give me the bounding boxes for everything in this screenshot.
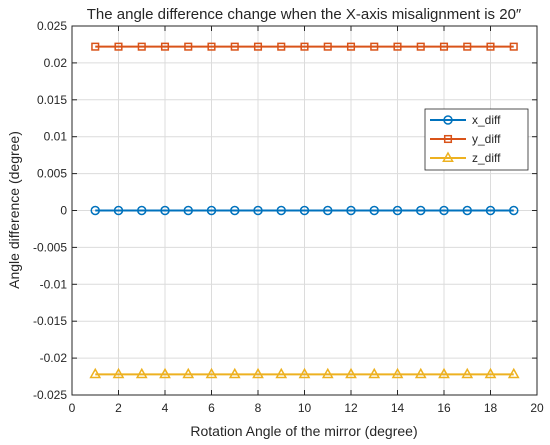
y-tick-label: -0.01 (40, 277, 68, 291)
x-axis-label: Rotation Angle of the mirror (degree) (190, 423, 417, 439)
x_diff-point (485, 205, 496, 216)
y_diff-point (277, 42, 286, 51)
x_diff-point (206, 205, 217, 216)
y-tick-label: -0.025 (33, 388, 67, 402)
series-y_diff (91, 42, 518, 51)
x_diff-point (90, 205, 100, 216)
y_diff-point (463, 42, 472, 51)
x-tick-label: 18 (484, 401, 498, 415)
z_diff-point (112, 367, 125, 379)
x_diff-point (160, 205, 170, 216)
z_diff-point (159, 367, 171, 379)
z_diff-point (414, 367, 427, 379)
y-tick-label: 0.015 (37, 93, 67, 107)
z_diff-point (461, 367, 474, 379)
y_diff-point (509, 42, 518, 51)
legend-item-x_diff: x_diff (430, 113, 501, 127)
z_diff-point (89, 367, 102, 379)
legend-label: x_diff (472, 113, 501, 127)
y_diff-point (160, 42, 170, 51)
x-tick-label: 0 (69, 401, 76, 415)
z_diff-point (205, 367, 218, 379)
x_diff-point (439, 205, 449, 216)
x_diff-point (323, 205, 333, 216)
series-x_diff (90, 205, 519, 216)
x-tick-label: 6 (208, 401, 215, 415)
x_diff-point (276, 205, 286, 216)
x-tick-label: 12 (344, 401, 358, 415)
y_diff-point (184, 42, 193, 51)
y_diff-point (323, 42, 332, 51)
axis-ticks: 0 2 4 6 8 10 12 14 16 18 20 0.025 0.02 0.015 0.01 0.005… (33, 19, 544, 415)
x-tick-label: 20 (530, 401, 544, 415)
y-tick-label: 0 (60, 204, 67, 218)
legend-label: y_diff (472, 132, 501, 146)
y-tick-label: -0.005 (33, 240, 67, 254)
y-tick-label: -0.015 (33, 314, 67, 328)
y_diff-point (416, 42, 425, 51)
x_diff-point (299, 205, 310, 216)
legend-item-z_diff: z_diff (430, 151, 501, 165)
x_diff-point (183, 205, 193, 216)
x_diff-point (253, 205, 263, 216)
y-tick-label: -0.02 (40, 351, 68, 365)
z_diff-point (321, 367, 334, 379)
x-tick-label: 10 (298, 401, 312, 415)
y_diff-point (91, 42, 100, 51)
z_diff-point (135, 367, 148, 379)
y_diff-point (393, 42, 402, 51)
y_diff-point (137, 42, 146, 51)
z_diff-point (275, 367, 288, 379)
legend: x_diff y_diff z_diff (424, 108, 529, 171)
x-tick-label: 16 (437, 401, 451, 415)
z_diff-point (182, 367, 195, 379)
y_diff-point (207, 42, 216, 51)
legend-swatch-marker (442, 151, 454, 162)
x-tick-label: 8 (255, 401, 262, 415)
z_diff-point (228, 367, 241, 379)
y-axis-label: Angle difference (degree) (6, 131, 22, 289)
x_diff-point (462, 205, 472, 216)
y_diff-point (346, 42, 356, 51)
legend-label: z_diff (472, 151, 501, 165)
z_diff-point (507, 367, 520, 379)
y_diff-point (114, 42, 123, 51)
legend-item-y_diff: y_diff (430, 132, 501, 146)
x_diff-point (113, 205, 124, 216)
y_diff-point (439, 42, 449, 51)
z_diff-point (345, 367, 357, 379)
x_diff-point (369, 205, 379, 216)
z_diff-point (252, 367, 264, 379)
z_diff-point (438, 367, 450, 379)
z_diff-point (298, 367, 311, 379)
x-tick-label: 4 (162, 401, 169, 415)
y_diff-point (486, 42, 495, 51)
z_diff-point (368, 367, 381, 379)
y_diff-point (230, 42, 239, 51)
x_diff-point (230, 205, 240, 216)
series-lines (89, 42, 520, 379)
z_diff-point (391, 367, 404, 379)
legend-swatch-marker (443, 134, 453, 144)
z_diff-point (484, 367, 497, 379)
y_diff-point (370, 42, 379, 51)
series-z_diff (89, 367, 520, 379)
y-tick-label: 0.02 (44, 56, 68, 70)
x_diff-point (392, 205, 403, 216)
y_diff-point (300, 42, 309, 51)
x-tick-label: 2 (115, 401, 122, 415)
x-tick-label: 14 (391, 401, 405, 415)
x_diff-point (509, 205, 519, 216)
y-tick-label: 0.025 (37, 19, 67, 33)
x_diff-point (416, 205, 426, 216)
y-tick-label: 0.005 (37, 167, 67, 181)
y_diff-point (253, 42, 263, 51)
y-tick-label: 0.01 (44, 130, 68, 144)
chart-title: The angle difference change when the X-a… (87, 6, 522, 23)
x_diff-point (137, 205, 147, 216)
x_diff-point (346, 205, 356, 216)
legend-swatch-marker (443, 115, 453, 125)
legend-items: x_diff y_diff z_diff (430, 113, 501, 165)
